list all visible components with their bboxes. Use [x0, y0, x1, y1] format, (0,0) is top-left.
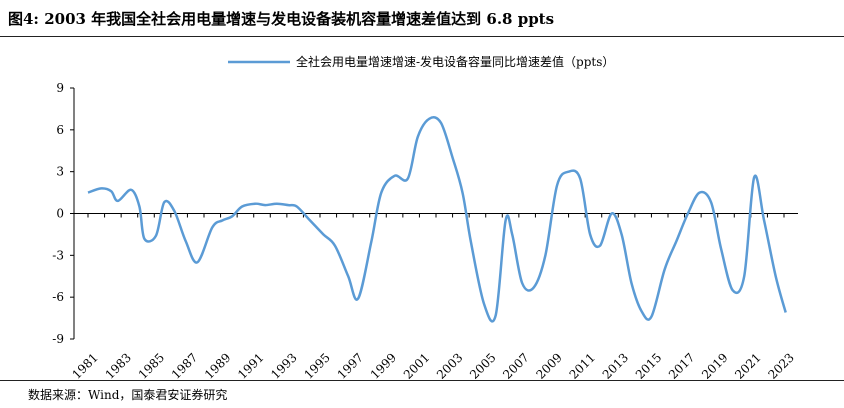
x-tick-label: 1993: [268, 350, 299, 380]
y-tick-label: 0: [56, 207, 64, 221]
x-tick-label: 2005: [467, 350, 498, 380]
y-tick-label: 9: [56, 81, 64, 95]
x-axis: 1981 1983 1985 1987 1989 1991 1993 1995 1997 1999…: [69, 213, 798, 380]
x-tick-label: 2015: [633, 350, 664, 380]
x-tick-label: 2013: [600, 350, 631, 380]
series-line: [87, 116, 787, 323]
x-tick-label: 2011: [567, 350, 598, 380]
y-tick-label: 6: [56, 123, 64, 137]
x-tick-label: 2019: [699, 350, 730, 380]
x-tick-label: 2023: [765, 350, 796, 380]
data-source: 数据来源：Wind，国泰君安证券研究: [28, 388, 228, 402]
x-tick-label: 1985: [136, 350, 167, 380]
x-tick-label: 1981: [69, 350, 100, 380]
x-tick-label: 2007: [500, 350, 531, 380]
top-rule: [0, 36, 844, 37]
y-tick-label: -9: [52, 332, 64, 346]
y-tick-label: 3: [56, 165, 64, 179]
x-tick-label: 1999: [368, 350, 399, 380]
line-chart: 全社会用电量增速增速-发电设备容量同比增速差值（ppts） 9 6 3 0 -3 -6 -9…: [52, 54, 798, 380]
x-tick-label: 2017: [666, 350, 697, 380]
legend: 全社会用电量增速增速-发电设备容量同比增速差值（ppts）: [228, 54, 614, 69]
x-tick-label: 2001: [401, 350, 432, 380]
x-tick-label: 2021: [732, 350, 763, 380]
figure-title: 图4: 2003 年我国全社会用电量增速与发电设备装机容量增速差值达到 6.8 …: [8, 10, 555, 28]
x-tick-label: 1983: [103, 350, 134, 380]
x-tick-label: 1997: [335, 350, 366, 380]
x-tick-label: 1991: [235, 350, 266, 380]
x-tick-label: 2009: [533, 350, 564, 380]
legend-label: 全社会用电量增速增速-发电设备容量同比增速差值（ppts）: [296, 54, 614, 69]
x-tick-label: 1989: [202, 350, 233, 380]
x-tick-label: 2003: [434, 350, 465, 380]
bottom-rule: [0, 380, 844, 381]
y-tick-label: -3: [52, 248, 64, 262]
x-tick-label: 1987: [169, 350, 200, 380]
y-tick-label: -6: [52, 290, 64, 304]
y-axis: 9 6 3 0 -3 -6 -9: [52, 81, 75, 346]
x-tick-label: 1995: [301, 350, 332, 380]
